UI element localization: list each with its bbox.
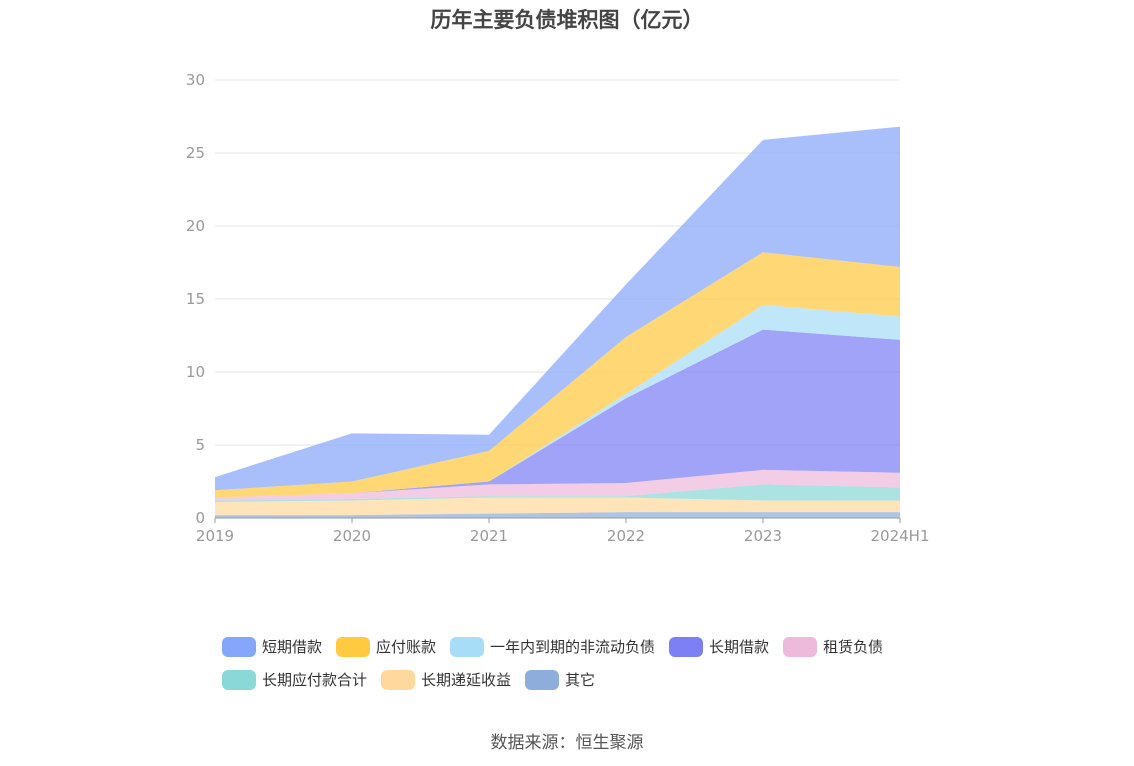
legend-item[interactable]: 其它: [525, 669, 595, 690]
legend-label: 长期借款: [709, 638, 770, 656]
x-tick-label: 2024H1: [871, 527, 930, 545]
area-长期借款: [215, 329, 900, 498]
legend-row: 长期应付款合计 长期递延收益 其它: [222, 663, 942, 696]
legend-row: 短期借款 应付账款 一年内到期的非流动负债 长期借款 租赁负债: [222, 630, 942, 663]
legend-label: 短期借款: [262, 638, 323, 656]
x-tick-label: 2023: [744, 527, 782, 545]
area-长期递延收益: [215, 497, 900, 516]
legend-item[interactable]: 短期借款: [222, 636, 322, 657]
legend: 短期借款 应付账款 一年内到期的非流动负债 长期借款 租赁负债 长期应付款合计 长期递延收…: [222, 630, 942, 696]
legend-label: 应付账款: [376, 638, 437, 656]
stacked-area-chart: 0 5 10 15 20 25 30 2019 2020 2021 2022 2023 2024H1: [186, 71, 930, 545]
area-一年内到期的非流动负债: [215, 304, 900, 498]
legend-swatch: [525, 669, 560, 690]
area-series: [215, 126, 900, 518]
x-tick-label: 2020: [333, 527, 371, 545]
x-tick-label: 2021: [470, 527, 508, 545]
legend-item[interactable]: 应付账款: [336, 636, 436, 657]
legend-item[interactable]: 长期借款: [669, 636, 769, 657]
area-租赁负债: [215, 469, 900, 501]
y-tick-label: 0: [195, 509, 205, 527]
area-其它: [215, 512, 900, 518]
chart-title: 历年主要负债堆积图（亿元）: [430, 8, 704, 32]
legend-item[interactable]: 一年内到期的非流动负债: [450, 636, 655, 657]
axes: 0 5 10 15 20 25 30 2019 2020 2021 2022 2023 2024H1: [186, 71, 930, 545]
legend-swatch: [222, 669, 256, 690]
y-tick-label: 5: [195, 436, 205, 454]
legend-label: 其它: [565, 671, 596, 689]
legend-swatch: [450, 636, 485, 657]
y-tick-label: 10: [186, 363, 205, 381]
area-短期借款: [215, 126, 900, 491]
legend-swatch: [222, 636, 256, 657]
y-tick-label: 15: [186, 290, 205, 308]
legend-label: 租赁负债: [823, 638, 884, 656]
legend-label: 一年内到期的非流动负债: [490, 638, 656, 656]
area-长期应付款合计: [215, 484, 900, 502]
y-tick-label: 25: [186, 144, 205, 162]
x-tick-label: 2022: [607, 527, 645, 545]
legend-label: 长期递延收益: [421, 671, 512, 689]
area-应付账款: [215, 252, 900, 498]
legend-swatch: [669, 636, 704, 657]
data-source: 数据来源：恒生聚源: [490, 733, 644, 753]
legend-item[interactable]: 长期应付款合计: [222, 669, 367, 690]
x-tick-label: 2019: [196, 527, 234, 545]
y-tick-label: 20: [186, 217, 205, 235]
legend-item[interactable]: 租赁负债: [783, 636, 883, 657]
legend-swatch: [336, 636, 371, 657]
y-tick-label: 30: [186, 71, 205, 89]
legend-swatch: [381, 669, 416, 690]
legend-label: 长期应付款合计: [262, 671, 368, 689]
legend-item[interactable]: 长期递延收益: [381, 669, 511, 690]
legend-swatch: [783, 636, 818, 657]
